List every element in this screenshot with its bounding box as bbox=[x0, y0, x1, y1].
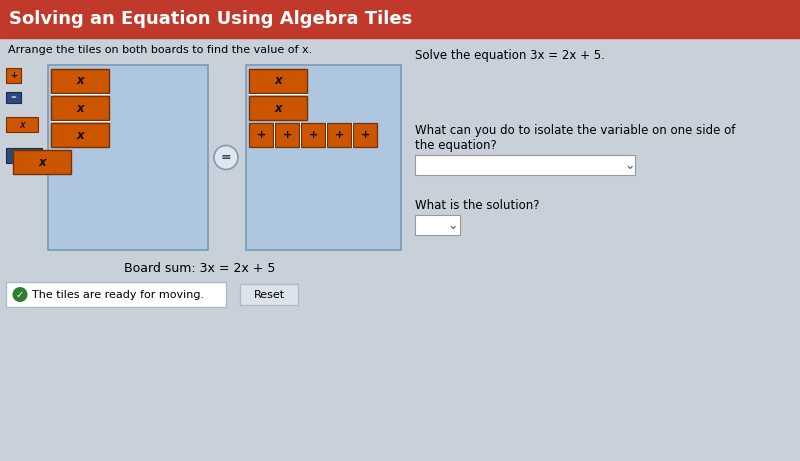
Bar bbox=[249, 69, 307, 93]
Text: ⌄: ⌄ bbox=[448, 219, 458, 231]
Text: The tiles are ready for moving.: The tiles are ready for moving. bbox=[32, 290, 204, 300]
Text: Reset: Reset bbox=[254, 290, 285, 300]
Bar bbox=[48, 65, 208, 250]
Text: ⌄: ⌄ bbox=[625, 159, 635, 171]
Bar bbox=[353, 123, 377, 147]
Text: the equation?: the equation? bbox=[415, 138, 497, 152]
Bar bbox=[301, 123, 325, 147]
Bar bbox=[249, 123, 273, 147]
Text: Arrange the tiles on both boards to find the value of x.: Arrange the tiles on both boards to find… bbox=[8, 45, 312, 55]
Bar bbox=[327, 123, 351, 147]
Text: x: x bbox=[274, 75, 282, 88]
Text: x: x bbox=[38, 155, 46, 169]
Text: =: = bbox=[221, 151, 231, 164]
Text: +: + bbox=[360, 130, 370, 140]
Bar bbox=[240, 284, 298, 305]
Bar bbox=[0, 0, 800, 38]
Text: +: + bbox=[334, 130, 344, 140]
Bar bbox=[246, 65, 401, 250]
Text: x: x bbox=[76, 75, 84, 88]
Bar bbox=[51, 96, 109, 120]
Bar bbox=[6, 282, 226, 307]
Text: x: x bbox=[76, 101, 84, 114]
Bar bbox=[51, 69, 109, 93]
Circle shape bbox=[13, 287, 27, 302]
Text: Solving an Equation Using Algebra Tiles: Solving an Equation Using Algebra Tiles bbox=[9, 10, 412, 28]
Text: Board sum: 3x = 2x + 5: Board sum: 3x = 2x + 5 bbox=[124, 261, 276, 274]
Bar bbox=[13, 150, 71, 174]
Text: +: + bbox=[10, 71, 17, 80]
Text: +: + bbox=[282, 130, 292, 140]
Text: x: x bbox=[19, 119, 25, 130]
Text: Solve the equation 3x = 2x + 5.: Solve the equation 3x = 2x + 5. bbox=[415, 48, 605, 61]
Text: -x: -x bbox=[20, 151, 28, 160]
Text: What can you do to isolate the variable on one side of: What can you do to isolate the variable … bbox=[415, 124, 735, 136]
Text: +: + bbox=[308, 130, 318, 140]
Text: x: x bbox=[76, 129, 84, 142]
Bar bbox=[6, 92, 21, 103]
Bar bbox=[6, 148, 42, 163]
Bar bbox=[415, 215, 460, 235]
Bar bbox=[6, 68, 21, 83]
Bar bbox=[249, 96, 307, 120]
Text: +: + bbox=[256, 130, 266, 140]
Text: What is the solution?: What is the solution? bbox=[415, 199, 539, 212]
Bar bbox=[415, 155, 635, 175]
Bar bbox=[275, 123, 299, 147]
Bar bbox=[6, 117, 38, 132]
Bar bbox=[51, 123, 109, 147]
Text: ✓: ✓ bbox=[16, 290, 24, 300]
Text: x: x bbox=[274, 101, 282, 114]
Text: =: = bbox=[10, 95, 17, 100]
Circle shape bbox=[214, 146, 238, 170]
